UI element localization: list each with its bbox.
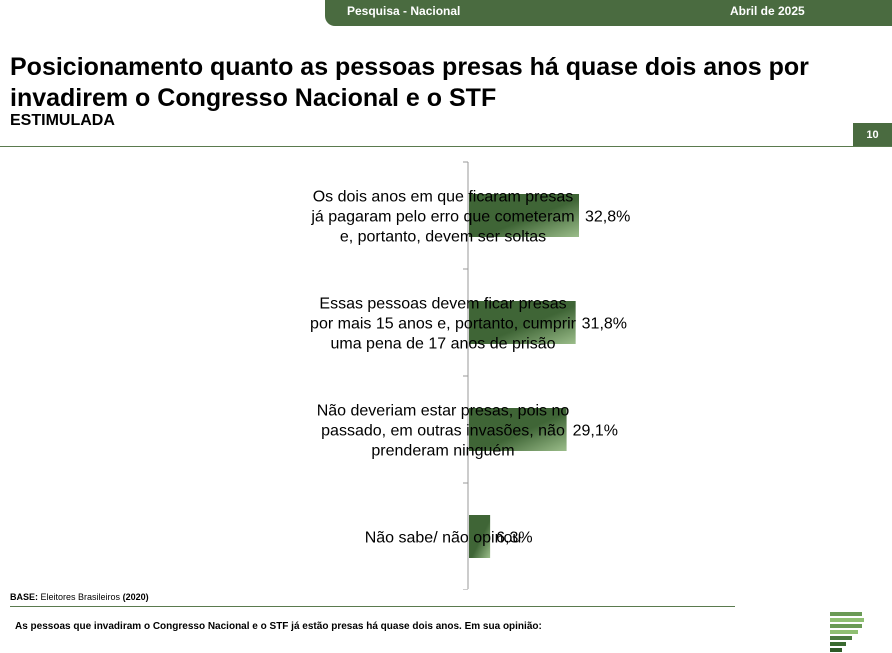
base-label: BASE: (10, 592, 39, 602)
bar (469, 515, 491, 558)
base-text: Eleitores Brasileiros (40, 592, 121, 602)
category-label: Não deveriam estar presas, pois no (317, 403, 570, 420)
category-label: Não sabe/ não opinou (365, 530, 522, 547)
data-label: 29,1% (573, 423, 618, 440)
bar (469, 301, 576, 344)
page-title: Posicionamento quanto as pessoas presas … (10, 53, 809, 112)
page-subtitle: ESTIMULADA (10, 112, 115, 129)
category-label: prenderam ninguém (371, 443, 514, 460)
category-label: passado, em outras invasões, não (321, 423, 565, 440)
category-label: por mais 15 anos e, portanto, cumprir (310, 316, 577, 333)
data-label: 31,8% (582, 316, 627, 333)
category-label: uma pena de 17 anos de prisão (330, 336, 555, 353)
survey-question: As pessoas que invadiram o Congresso Nac… (15, 621, 542, 632)
header-divider (0, 146, 892, 147)
header-bar: Pesquisa - Nacional Abril de 2025 (325, 0, 892, 26)
data-label: 32,8% (585, 209, 630, 226)
survey-name: Pesquisa - Nacional (347, 4, 461, 18)
bar-chart: 32,8% Os dois anos em que ficaram presas j… (310, 161, 630, 590)
bar (469, 408, 567, 451)
base-note: BASE: Eleitores Brasileiros (2020) (10, 592, 149, 602)
category-label: e, portanto, devem ser soltas (340, 229, 546, 246)
bar (469, 194, 579, 237)
page-number: 10 (853, 123, 892, 146)
data-label: 6,3% (496, 530, 532, 547)
category-label: já pagaram pelo erro que cometeram (310, 209, 574, 226)
category-label: Os dois anos em que ficaram presas (313, 189, 574, 206)
survey-date: Abril de 2025 (730, 4, 805, 18)
base-n: (2020) (122, 592, 149, 602)
institute-logo (830, 612, 864, 652)
category-label: Essas pessoas devem ficar presas (319, 296, 566, 313)
footer-divider (10, 606, 735, 607)
